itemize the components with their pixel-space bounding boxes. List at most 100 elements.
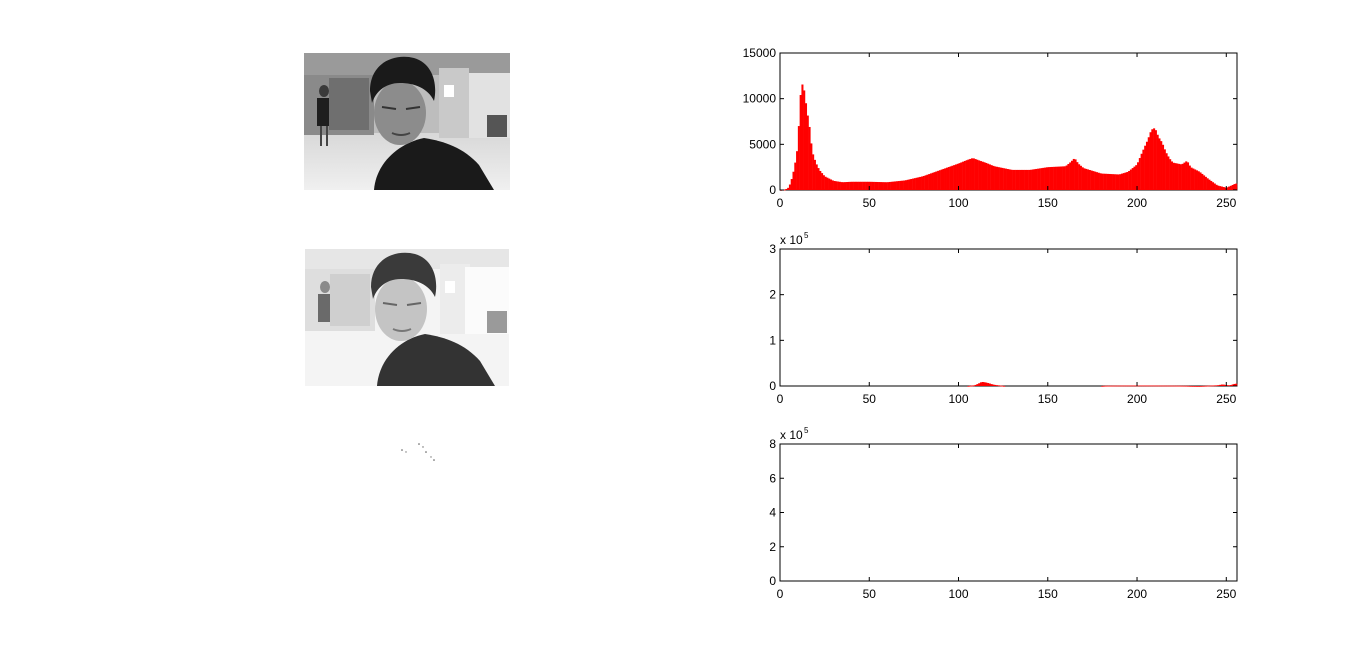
histogram-bar bbox=[1131, 168, 1134, 190]
histogram-bar bbox=[1128, 385, 1131, 387]
x-tick-label: 250 bbox=[1216, 392, 1236, 406]
y-tick-label: 2 bbox=[769, 540, 776, 554]
histogram-bar bbox=[1101, 385, 1104, 387]
histogram-bar bbox=[954, 164, 957, 190]
histogram-bar bbox=[1003, 385, 1006, 387]
histogram-bar bbox=[897, 181, 900, 190]
histogram-bar bbox=[908, 179, 911, 190]
y-tick-label: 1 bbox=[769, 333, 776, 347]
histogram-bar bbox=[858, 181, 861, 190]
histogram-bar bbox=[854, 181, 858, 190]
x-tick-label: 50 bbox=[863, 196, 877, 210]
histogram-bar bbox=[1128, 171, 1131, 190]
histogram-bar bbox=[1163, 149, 1166, 190]
histogram-bar bbox=[924, 175, 927, 190]
histogram-bar bbox=[887, 182, 890, 190]
histogram-bar bbox=[1217, 185, 1220, 190]
histogram-bar bbox=[1204, 176, 1207, 190]
histogram-bar bbox=[1197, 385, 1200, 387]
histogram-bar bbox=[917, 177, 920, 190]
histogram-bar bbox=[842, 182, 845, 190]
histogram-bar bbox=[985, 162, 988, 190]
histogram-bar bbox=[1147, 137, 1150, 190]
histogram-bar bbox=[1165, 153, 1168, 190]
brightened-grayscale-photo bbox=[305, 249, 509, 386]
x-tick-label: 250 bbox=[1216, 587, 1236, 601]
histogram-bar bbox=[1142, 149, 1145, 190]
histogram-bar bbox=[951, 165, 954, 190]
histogram-bar bbox=[1131, 385, 1134, 387]
histogram-bar bbox=[1119, 174, 1122, 190]
y-tick-label: 10000 bbox=[743, 92, 777, 106]
histogram-bar bbox=[1017, 169, 1020, 190]
histogram-bar bbox=[969, 158, 972, 190]
histogram-bar bbox=[1106, 173, 1109, 190]
histogram-bar bbox=[812, 154, 815, 190]
histogram-bar bbox=[787, 187, 790, 190]
histogram-bar bbox=[965, 160, 968, 190]
histogram-bar bbox=[1040, 168, 1043, 190]
histogram-bar bbox=[1124, 172, 1127, 190]
histogram-bar bbox=[1188, 165, 1191, 190]
histogram-bar bbox=[1183, 162, 1186, 190]
histogram-bar bbox=[1187, 385, 1190, 387]
histogram-bar bbox=[978, 383, 981, 386]
histogram-bar bbox=[969, 385, 972, 387]
histogram-bar bbox=[958, 163, 961, 190]
histogram-bar bbox=[999, 167, 1002, 190]
histogram-bar bbox=[994, 166, 997, 190]
axes-frame-3 bbox=[779, 443, 1238, 582]
histogram-bar bbox=[1203, 385, 1206, 387]
histogram-bar bbox=[988, 164, 991, 190]
histogram-bar bbox=[901, 180, 904, 190]
histogram-bar bbox=[876, 181, 879, 190]
histogram-bar bbox=[1224, 187, 1227, 190]
histogram-bar bbox=[1185, 161, 1188, 190]
histogram-bar bbox=[899, 180, 902, 190]
histogram-bar bbox=[1054, 166, 1057, 190]
histogram-bar bbox=[1028, 169, 1031, 190]
histogram-bar bbox=[1151, 129, 1154, 190]
histogram-bar bbox=[1038, 168, 1041, 190]
histogram-bar bbox=[1222, 187, 1225, 190]
histogram-bar bbox=[1181, 163, 1184, 190]
histogram-bar bbox=[1190, 167, 1193, 190]
y-tick-label: 3 bbox=[769, 242, 776, 256]
histogram-bar bbox=[885, 182, 888, 190]
y-tick-label: 8 bbox=[769, 437, 776, 451]
histogram-bar bbox=[1117, 385, 1120, 387]
histogram-bar bbox=[1083, 168, 1086, 190]
histogram-bar bbox=[1033, 169, 1036, 190]
x-tick-label: 100 bbox=[949, 392, 969, 406]
histogram-bar bbox=[906, 179, 909, 190]
histogram-bar bbox=[985, 382, 988, 386]
histogram-bar bbox=[1226, 187, 1229, 190]
histogram-bar bbox=[871, 181, 874, 190]
histogram-bar bbox=[1079, 165, 1082, 190]
histogram-bar bbox=[874, 181, 877, 190]
histogram-bar bbox=[847, 181, 850, 190]
histogram-bar bbox=[1103, 173, 1106, 190]
histogram-bar bbox=[835, 181, 838, 190]
histogram-bar bbox=[946, 167, 949, 190]
histogram-bar bbox=[940, 169, 943, 190]
histogram-bar bbox=[1208, 179, 1211, 190]
histogram-bar bbox=[1231, 184, 1234, 190]
histogram-bar bbox=[1122, 385, 1125, 387]
histogram-bar bbox=[1215, 184, 1218, 190]
histogram-bar bbox=[1126, 172, 1129, 190]
histogram-bar bbox=[1095, 172, 1099, 190]
histogram-bar bbox=[1112, 385, 1115, 387]
histogram-bar bbox=[1104, 385, 1107, 387]
histogram-bar bbox=[974, 384, 977, 386]
histogram-bar bbox=[1094, 171, 1097, 190]
histogram-bar bbox=[1188, 385, 1191, 387]
histogram-bar bbox=[992, 165, 995, 190]
histogram-bar bbox=[1022, 169, 1025, 190]
histogram-bar bbox=[1217, 385, 1220, 386]
histogram-bar bbox=[912, 178, 915, 190]
histogram-bar bbox=[785, 188, 788, 190]
blank-image-icon bbox=[305, 440, 509, 470]
histogram-bar bbox=[1110, 385, 1113, 387]
